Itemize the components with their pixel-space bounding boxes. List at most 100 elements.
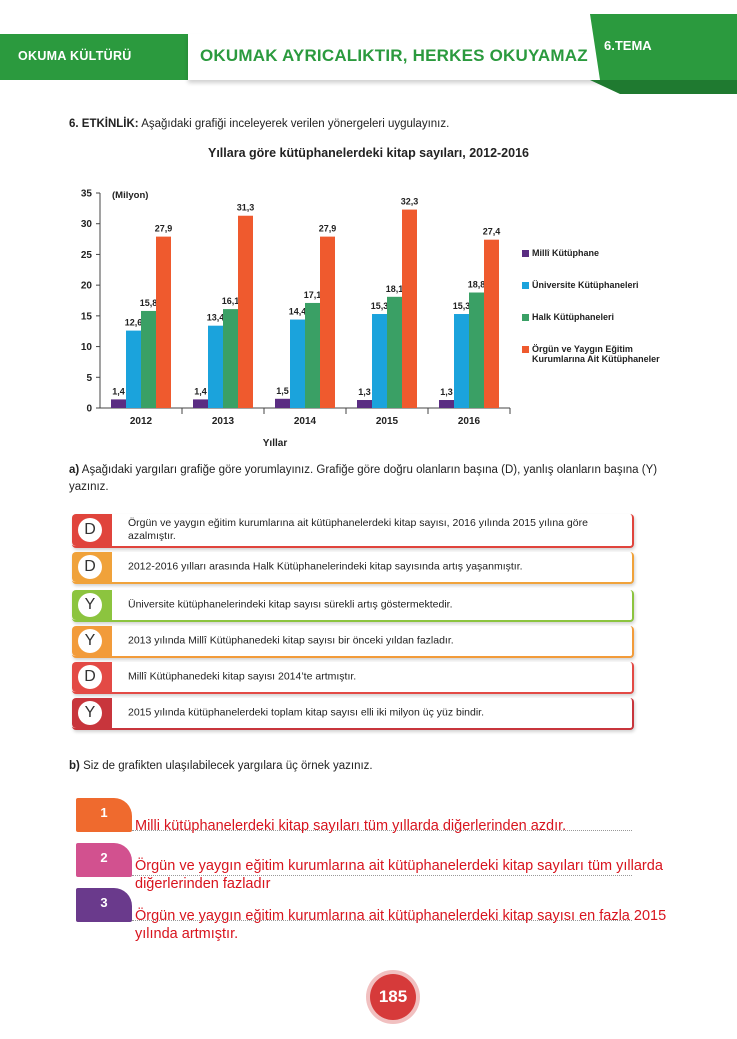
data-label: 27,9 [155,224,173,234]
bar [111,399,126,408]
answer-letter[interactable]: Y [78,593,102,617]
tema-label: 6.TEMA [604,38,652,53]
example-answer-text[interactable]: Örgün ve yaygın eğitim kurumlarına ait k… [135,858,663,892]
bar [402,209,417,408]
example-number: 3 [100,895,108,910]
legend-label: Millî Kütüphane [532,248,599,258]
legend-label: Halk Kütüphaneleri [532,312,615,322]
bar [469,292,484,408]
statement-text: Üniversite kütüphanelerindeki kitap sayı… [128,598,453,611]
statement-row: Y 2013 yılında Millî Kütüphanedeki kitap … [72,626,634,658]
example-number: 2 [100,850,108,865]
data-label: 1,3 [440,387,453,397]
x-tick-label: 2013 [212,416,235,427]
bar [156,236,171,408]
data-label: 31,3 [237,203,255,213]
legend-item: Örgün ve Yaygın Eğitim Kurumlarına Ait K… [522,344,682,364]
y-tick-label: 20 [81,281,93,292]
answer-box: D [72,662,112,692]
answer-letter[interactable]: Y [78,629,102,653]
data-label: 32,3 [401,197,419,207]
chart-legend: Millî Kütüphane Üniversite Kütüphaneleri H… [522,248,682,364]
bar [290,319,305,408]
activity-text: Aşağıdaki grafiği inceleyerek verilen yö… [141,118,450,130]
legend-item: Üniversite Kütüphaneleri [522,280,682,290]
bar [372,314,387,408]
statement-text: Millî Kütüphanedeki kitap sayısı 2014’te… [128,670,357,683]
example-answer-text[interactable]: Örgün ve yaygın eğitim kurumlarına ait k… [135,908,667,942]
bar [320,236,335,408]
statement-row: D Millî Kütüphanedeki kitap sayısı 2014’t… [72,662,634,694]
part-b-instruction: b) Siz de grafikten ulaşılabilecek yargı… [69,760,373,772]
example-answer-text[interactable]: Milli kütüphanelerdeki kitap sayıları tü… [135,818,567,834]
legend-swatch [522,346,529,353]
bar [439,400,454,408]
x-tick-label: 2016 [458,416,481,427]
statement-text: 2015 yılında kütüphanelerdeki toplam kit… [128,706,485,719]
part-a-label: a) [69,464,80,476]
statement-text: Örgün ve yaygın eğitim kurumlarına ait k… [128,517,588,542]
statement-row: Y Üniversite kütüphanelerindeki kitap say… [72,590,634,622]
data-label: 12,6 [125,318,143,328]
legend-label: Örgün ve Yaygın Eğitim Kurumlarına Ait K… [532,344,660,364]
legend-item: Millî Kütüphane [522,248,682,258]
example-number-badge: 1 [76,798,132,832]
tema-tab [590,14,737,94]
answer-line [132,875,632,876]
x-tick-label: 2014 [294,416,317,427]
answer-box: Y [72,590,112,620]
example-number: 1 [100,805,108,820]
bar [305,302,320,408]
data-label: 18,1 [386,284,404,294]
bar-chart: 0 5 10 15 20 25 30 35 (Milyon) 1,4 12,6 15,8 27,9 201… [81,189,511,449]
y-axis-label: (Milyon) [112,190,148,201]
y-tick-label: 35 [81,189,93,200]
data-label: 17,1 [304,290,322,300]
legend-label: Üniversite Kütüphaneleri [532,280,639,290]
data-label: 27,4 [483,227,501,237]
x-tick-label: 2012 [130,416,153,427]
y-tick-label: 10 [81,342,93,353]
bar [357,400,372,408]
bar [454,314,469,408]
part-a-instruction: a) Aşağıdaki yargıları grafiğe göre yoru… [69,462,679,496]
y-tick-label: 15 [81,311,93,322]
bar [275,398,290,408]
bar [387,296,402,408]
example-number-badge: 2 [76,843,132,877]
x-axis-label: Yıllar [263,438,288,449]
statement-row: D 2012-2016 yılları arasında Halk Kütüpha… [72,552,634,584]
page-number: 185 [370,974,416,1020]
answer-letter[interactable]: Y [78,701,102,725]
answer-letter[interactable]: D [78,665,102,689]
legend-swatch [522,250,529,257]
data-label: 14,4 [289,307,307,317]
bar [193,399,208,408]
y-tick-label: 25 [81,250,93,261]
answer-letter[interactable]: D [78,555,102,579]
data-label: 13,4 [207,313,225,323]
data-label: 15,3 [371,301,389,311]
answer-letter[interactable]: D [78,518,102,542]
answer-box: D [72,514,112,546]
y-tick-label: 0 [86,404,92,415]
part-b-label: b) [69,760,80,772]
activity-instruction: 6. ETKİNLİK: Aşağıdaki grafiği inceleyer… [69,118,449,130]
part-a-text: Aşağıdaki yargıları grafiğe göre yorumla… [69,464,658,493]
bar [208,325,223,408]
data-label: 18,8 [468,280,486,290]
data-label: 15,8 [140,298,158,308]
answer-line [132,920,632,921]
data-label: 1,3 [358,387,371,397]
statement-text: 2012-2016 yılları arasında Halk Kütüphan… [128,560,523,573]
answer-box: D [72,552,112,582]
y-tick-label: 5 [86,373,92,384]
statement-row: Y 2015 yılında kütüphanelerdeki toplam ki… [72,698,634,730]
bar [126,330,141,408]
bar [223,309,238,408]
header-title-band [188,34,608,80]
data-label: 27,9 [319,224,337,234]
answer-box: Y [72,698,112,728]
data-label: 16,1 [222,296,240,306]
statement-row: D Örgün ve yaygın eğitim kurumlarına ait … [72,514,634,548]
